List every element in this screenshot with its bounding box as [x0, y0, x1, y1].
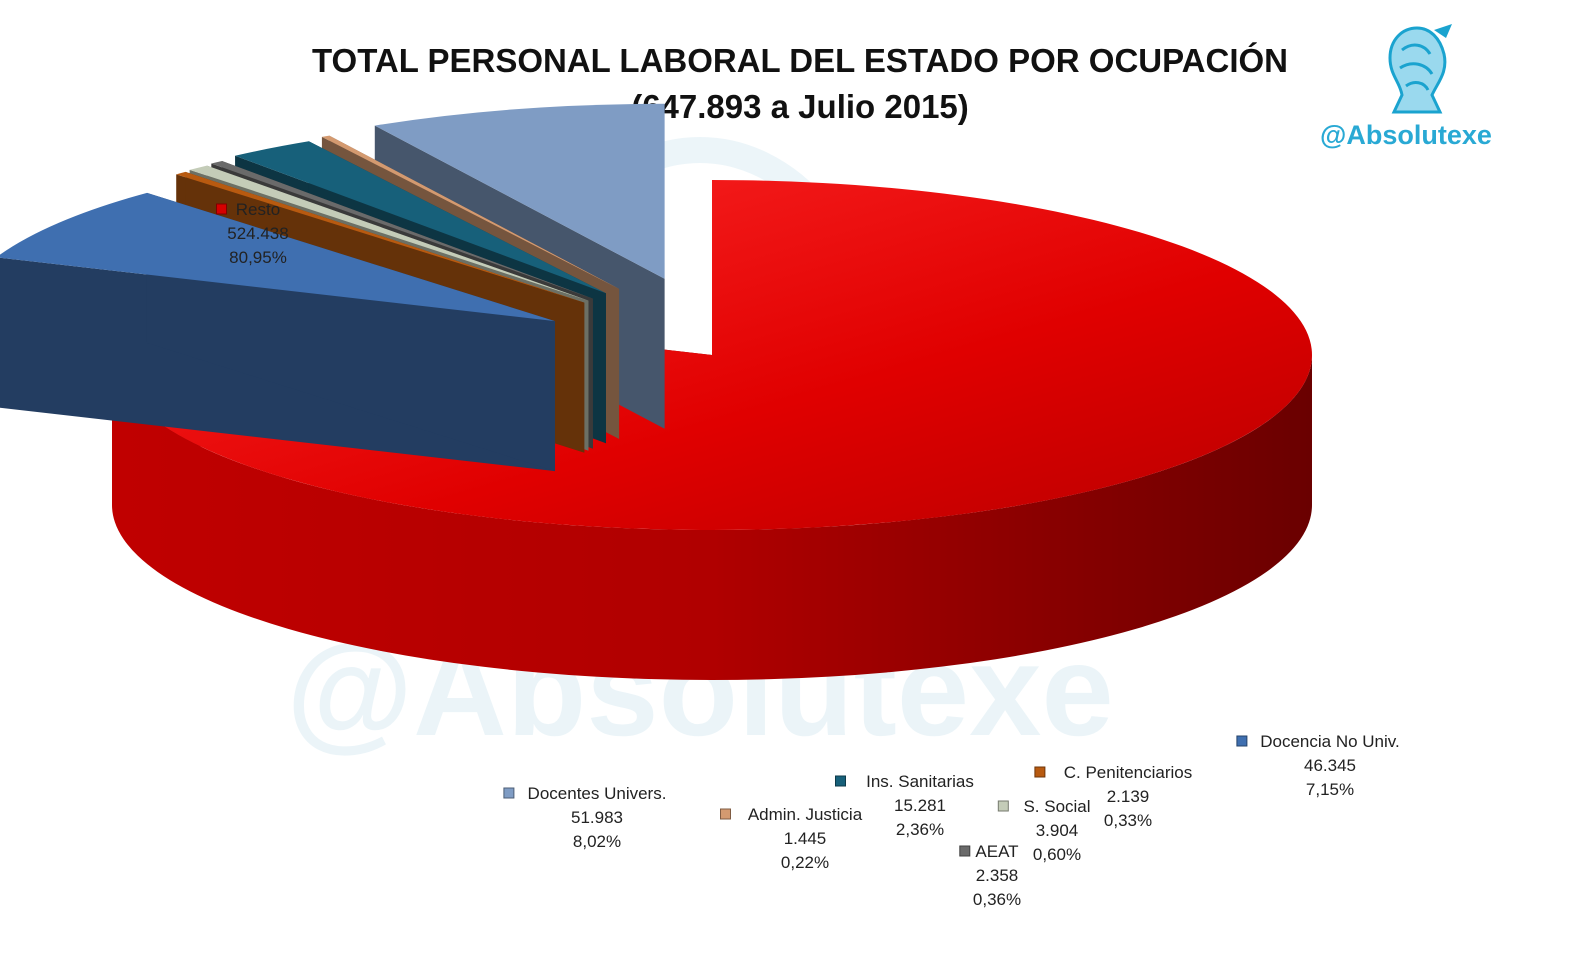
- slice-name-admin-justicia: Admin. Justicia: [748, 805, 863, 824]
- legend-swatch-s-social: [997, 800, 1009, 812]
- slice-value-admin-justicia: 1.445: [784, 829, 827, 848]
- slice-name-docencia-no-univ: Docencia No Univ.: [1260, 732, 1400, 751]
- slice-percent-c-penitenciarios: 0,33%: [1104, 811, 1152, 830]
- slice-value-s-social: 3.904: [1036, 821, 1079, 840]
- griffin-logo-icon: [1388, 24, 1452, 114]
- slice-value-c-penitenciarios: 2.139: [1107, 787, 1150, 806]
- slice-percent-admin-justicia: 0,22%: [781, 853, 829, 872]
- slice-name-s-social: S. Social: [1023, 797, 1090, 816]
- data-label-admin-justicia: Admin. Justicia 1.445 0,22%: [720, 805, 863, 872]
- legend-swatch-docentes-univers: [503, 787, 515, 799]
- slice-name-c-penitenciarios: C. Penitenciarios: [1064, 763, 1193, 782]
- slice-name-resto: Resto: [236, 200, 280, 219]
- slice-name-ins-sanitarias: Ins. Sanitarias: [866, 772, 974, 791]
- slice-value-aeat: 2.358: [976, 866, 1019, 885]
- slice-percent-s-social: 0,60%: [1033, 845, 1081, 864]
- data-label-c-penitenciarios: C. Penitenciarios 2.139 0,33%: [1034, 763, 1193, 830]
- chart-title-line1: TOTAL PERSONAL LABORAL DEL ESTADO POR OC…: [311, 42, 1288, 79]
- slice-name-aeat: AEAT: [975, 842, 1018, 861]
- legend-swatch-c-penitenciarios: [1034, 766, 1046, 778]
- legend-swatch-admin-justicia: [720, 808, 731, 820]
- slice-percent-docencia-no-univ: 7,15%: [1306, 780, 1354, 799]
- slice-percent-ins-sanitarias: 2,36%: [896, 820, 944, 839]
- data-label-aeat: AEAT 2.358 0,36%: [959, 842, 1021, 909]
- chart-title: TOTAL PERSONAL LABORAL DEL ESTADO POR OC…: [0, 38, 1586, 130]
- data-label-resto: Resto 524.438 80,95%: [216, 200, 289, 267]
- chart-title-line2: (647.893 a Julio 2015): [631, 88, 969, 125]
- slice-percent-docentes-univers: 8,02%: [573, 832, 621, 851]
- slice-value-docencia-no-univ: 46.345: [1304, 756, 1356, 775]
- legend-swatch-docencia-no-univ: [1236, 735, 1248, 747]
- pie-slice-docencia-no-univ: [0, 192, 556, 472]
- data-label-s-social: S. Social 3.904 0,60%: [997, 797, 1091, 864]
- slice-percent-aeat: 0,36%: [973, 890, 1021, 909]
- legend-swatch-resto: [216, 203, 227, 215]
- slice-value-resto: 524.438: [227, 224, 288, 243]
- data-label-ins-sanitarias: Ins. Sanitarias 15.281 2,36%: [835, 772, 974, 839]
- brand-handle: @Absolutexe: [1320, 120, 1492, 150]
- slice-value-ins-sanitarias: 15.281: [894, 796, 946, 815]
- slice-percent-resto: 80,95%: [229, 248, 287, 267]
- legend-swatch-aeat: [959, 845, 971, 857]
- data-label-docencia-no-univ: Docencia No Univ. 46.345 7,15%: [1236, 732, 1400, 799]
- slice-name-docentes-univers: Docentes Univers.: [528, 784, 667, 803]
- slice-value-docentes-univers: 51.983: [571, 808, 623, 827]
- data-label-docentes-univers: Docentes Univers. 51.983 8,02%: [503, 784, 667, 851]
- legend-swatch-ins-sanitarias: [835, 775, 846, 787]
